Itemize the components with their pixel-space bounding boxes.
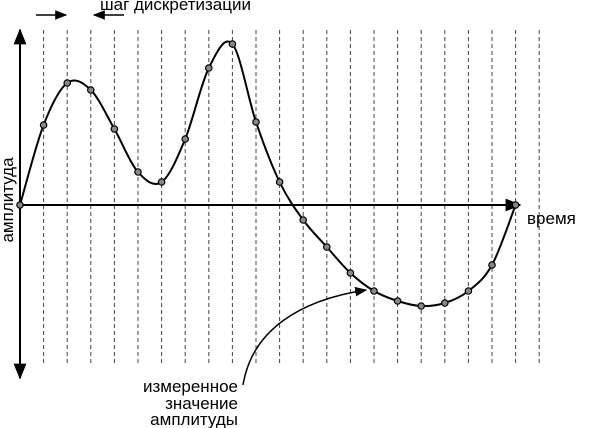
sample-point — [16, 201, 24, 209]
sample-point — [488, 261, 496, 269]
measured-label: измеренное — [143, 377, 238, 396]
sample-point — [393, 297, 402, 305]
sample-point — [252, 118, 260, 126]
x-axis-label: время — [527, 209, 576, 228]
sample-point — [63, 79, 71, 87]
sample-point — [134, 168, 142, 176]
y-axis-label: амплитуда — [0, 157, 17, 243]
sample-point — [275, 178, 284, 186]
sample-point — [464, 287, 473, 295]
sample-point — [417, 302, 426, 310]
sample-point — [299, 216, 308, 224]
sample-point — [511, 201, 520, 209]
sample-point — [346, 269, 355, 277]
sample-point — [39, 121, 48, 129]
signal-curve — [19, 40, 517, 308]
leader-arrow — [242, 286, 368, 386]
measured-label: амплитуды — [150, 410, 238, 428]
step-label: шаг дискретизации — [100, 0, 251, 14]
sample-point — [157, 178, 166, 186]
sample-point — [87, 86, 95, 94]
sample-point — [205, 64, 213, 72]
sample-point — [322, 243, 331, 251]
sample-point — [228, 40, 237, 48]
sample-point — [181, 135, 190, 143]
sample-point — [370, 287, 378, 295]
sample-point — [440, 299, 449, 307]
samples — [16, 40, 520, 310]
measured-label: значение — [165, 394, 238, 413]
sample-point — [110, 125, 119, 133]
